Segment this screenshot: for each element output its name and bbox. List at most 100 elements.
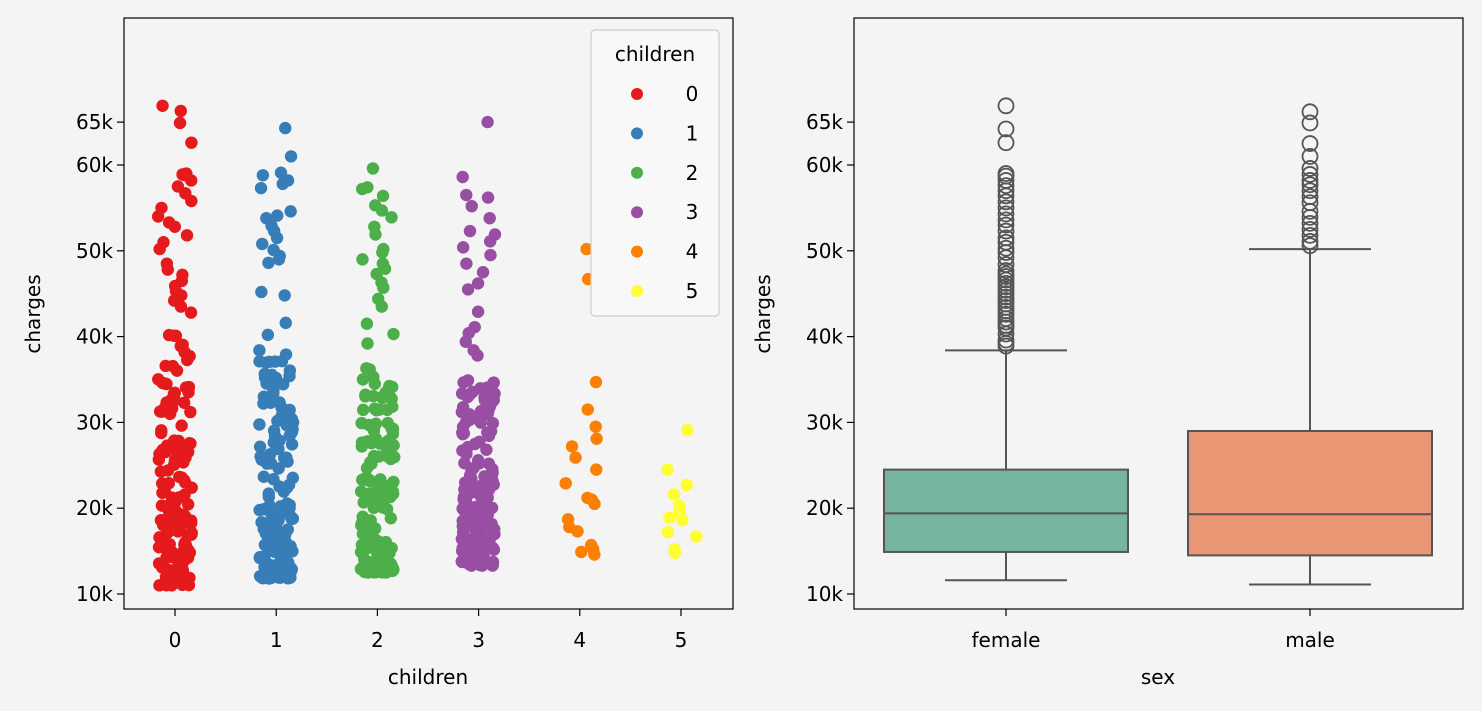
strip-point-children-0 (154, 465, 168, 478)
strip-point-children-0 (175, 419, 188, 432)
strip-point-children-4 (581, 403, 594, 416)
box-female-outlier (997, 199, 1015, 217)
strip-point-children-2 (366, 435, 380, 448)
legend-label-1: 1 (686, 121, 699, 145)
strip-point-children-4 (589, 375, 603, 389)
box-male-outlier (1301, 237, 1319, 255)
strip-point-children-1 (262, 256, 275, 270)
strip-point-children-2 (386, 422, 400, 436)
strip-point-children-2 (387, 327, 400, 341)
strip-point-children-1 (283, 562, 296, 575)
strip-point-children-0 (155, 201, 168, 215)
strip-point-children-0 (180, 167, 193, 180)
box-male-outlier (1301, 160, 1319, 177)
strip-point-children-1 (262, 487, 275, 500)
strip-point-children-0 (159, 570, 173, 584)
strip-point-children-3 (460, 257, 473, 270)
strip-point-children-2 (375, 478, 388, 491)
box-female-outlier (997, 172, 1015, 189)
strip-point-children-1 (267, 243, 280, 257)
strip-point-children-1 (253, 440, 267, 453)
box-female-outlier (997, 262, 1015, 279)
strip-plot-x-tick-label: 4 (573, 628, 586, 652)
strip-point-children-1 (253, 503, 266, 517)
strip-plot-y-tick-label: 40k (76, 325, 113, 349)
strip-point-children-1 (254, 181, 268, 195)
strip-point-children-0 (182, 381, 195, 395)
strip-point-children-0 (185, 136, 198, 149)
box-male-outlier (1301, 188, 1319, 206)
strip-point-children-0 (157, 236, 170, 249)
strip-point-children-4 (590, 463, 603, 476)
strip-point-children-2 (373, 403, 386, 416)
strip-point-children-1 (255, 285, 268, 299)
strip-point-children-5 (661, 463, 674, 476)
strip-point-children-3 (471, 305, 485, 318)
box-male-outlier (1301, 220, 1319, 238)
strip-point-children-3 (467, 344, 480, 357)
box-male-outlier (1301, 148, 1319, 165)
strip-point-children-3 (463, 224, 477, 238)
box-female-outlier (997, 177, 1015, 194)
box-male-iqr-box (1187, 429, 1433, 557)
strip-point-children-1 (277, 451, 291, 465)
box-male-outlier (1301, 182, 1319, 200)
legend: children 0 1 2 3 4 5 (590, 29, 720, 317)
strip-point-children-0 (162, 328, 176, 342)
strip-point-children-5 (663, 511, 676, 524)
strip-point-children-1 (263, 499, 276, 512)
strip-point-children-1 (286, 422, 299, 436)
legend-marker-0 (631, 88, 643, 100)
box-female-outlier (997, 134, 1015, 152)
strip-point-children-1 (256, 237, 269, 251)
box-female-outlier (997, 216, 1015, 234)
strip-point-children-0 (174, 521, 187, 534)
strip-point-children-2 (357, 559, 371, 573)
strip-point-children-2 (371, 534, 384, 548)
strip-plot-x-tick-label: 2 (371, 628, 384, 652)
legend-label-0: 0 (686, 82, 699, 106)
strip-point-children-0 (156, 376, 169, 390)
strip-point-children-1 (286, 471, 300, 485)
strip-point-children-3 (460, 483, 473, 497)
strip-point-children-0 (166, 441, 179, 455)
strip-point-children-3 (487, 478, 500, 491)
strip-point-children-1 (258, 367, 271, 381)
strip-point-children-1 (253, 551, 267, 564)
legend-marker-3 (631, 206, 643, 219)
strip-point-children-4 (589, 420, 602, 433)
legend-label-3: 3 (686, 200, 699, 224)
strip-point-children-1 (280, 481, 294, 494)
strip-point-children-3 (456, 400, 470, 414)
box-plot-y-tick-label: 20k (806, 496, 843, 520)
strip-point-children-4 (569, 451, 582, 464)
strip-plot-panel: 10k 20k 30k 40k 50k 60k 65k 0 1 2 3 4 5 children ch… (21, 17, 734, 689)
strip-point-children-0 (171, 180, 185, 193)
box-plot-y-tick-label: 10k (806, 582, 843, 606)
strip-point-children-1 (267, 387, 280, 400)
strip-point-children-3 (456, 170, 469, 184)
box-plot-x-tick-label: male (1285, 628, 1335, 652)
strip-point-children-1 (270, 442, 284, 455)
strip-point-children-3 (468, 320, 481, 334)
box-plot-y-axis-title: charges (751, 274, 775, 353)
strip-point-children-0 (178, 536, 192, 549)
strip-point-children-1 (279, 121, 292, 135)
strip-point-children-0 (178, 552, 192, 566)
strip-point-children-1 (256, 169, 270, 182)
strip-point-children-3 (456, 444, 469, 457)
strip-point-children-2 (372, 450, 385, 463)
strip-plot-x-tick-label: 1 (270, 628, 283, 652)
strip-point-children-2 (369, 417, 383, 430)
strip-point-children-3 (465, 199, 478, 213)
strip-point-children-3 (457, 376, 470, 389)
strip-point-children-5 (661, 526, 675, 539)
strip-point-children-0 (154, 514, 168, 527)
strip-point-children-2 (377, 242, 390, 256)
strip-point-children-2 (386, 562, 400, 575)
box-female-outlier (997, 120, 1015, 138)
strip-point-children-1 (275, 545, 289, 559)
box-male-outlier (1301, 226, 1319, 244)
strip-point-children-3 (481, 115, 494, 129)
strip-point-children-1 (257, 397, 270, 410)
